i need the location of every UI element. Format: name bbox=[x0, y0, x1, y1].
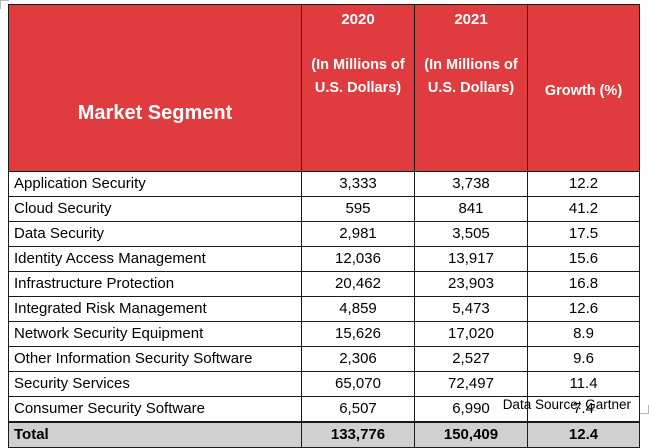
value-2020-cell: 15,626 bbox=[301, 321, 415, 347]
value-2021-cell: 17,020 bbox=[414, 321, 528, 347]
value-2021-cell: 3,505 bbox=[414, 221, 528, 247]
header-market-segment: Market Segment bbox=[8, 4, 302, 172]
segment-cell: Data Security bbox=[8, 221, 302, 247]
segment-cell: Application Security bbox=[8, 171, 302, 197]
header-2020-unit: (In Millions of U.S. Dollars) bbox=[311, 57, 405, 96]
value-2021-cell: 2,527 bbox=[414, 346, 528, 372]
header-2021-year: 2021 bbox=[454, 11, 488, 28]
segment-cell: Security Services bbox=[8, 371, 302, 397]
header-row: Market Segment 2020 (In Millions of U.S.… bbox=[8, 4, 640, 172]
growth-cell: 41.2 bbox=[527, 196, 640, 222]
growth-cell: 15.6 bbox=[527, 246, 640, 272]
growth-cell: 16.8 bbox=[527, 271, 640, 297]
value-2020-cell: 3,333 bbox=[301, 171, 415, 197]
value-2021-cell: 841 bbox=[414, 196, 528, 222]
value-2020-cell: 4,859 bbox=[301, 296, 415, 322]
growth-cell: 8.9 bbox=[527, 321, 640, 347]
header-2021-unit: (In Millions of U.S. Dollars) bbox=[424, 57, 518, 96]
market-segment-table: Market Segment 2020 (In Millions of U.S.… bbox=[8, 4, 640, 448]
value-2020-cell: 2,981 bbox=[301, 221, 415, 247]
growth-cell: 17.5 bbox=[527, 221, 640, 247]
segment-cell: Other Information Security Software bbox=[8, 346, 302, 372]
table-row: Other Information Security Software 2,306… bbox=[8, 346, 640, 372]
value-2021-cell: 3,738 bbox=[414, 171, 528, 197]
growth-cell: 9.6 bbox=[527, 346, 640, 372]
table-row: Identity Access Management 12,036 13,917 15… bbox=[8, 246, 640, 272]
selection-corner-bottom-right bbox=[640, 405, 649, 414]
header-2020-year: 2020 bbox=[341, 11, 375, 28]
value-2020-cell: 65,070 bbox=[301, 371, 415, 397]
value-2020-cell: 6,507 bbox=[301, 396, 415, 423]
table-row: Infrastructure Protection 20,462 23,903 16.… bbox=[8, 271, 640, 297]
header-2020: 2020 (In Millions of U.S. Dollars) bbox=[301, 4, 415, 172]
segment-cell: Integrated Risk Management bbox=[8, 296, 302, 322]
data-source-note: Data Source: Gartner bbox=[502, 397, 631, 412]
segment-cell: Cloud Security bbox=[8, 196, 302, 222]
growth-cell: 11.4 bbox=[527, 371, 640, 397]
growth-cell: 12.6 bbox=[527, 296, 640, 322]
segment-cell: Total bbox=[8, 421, 302, 448]
table-row: Network Security Equipment 15,626 17,020 8.… bbox=[8, 321, 640, 347]
value-2021-cell: 23,903 bbox=[414, 271, 528, 297]
value-2020-cell: 20,462 bbox=[301, 271, 415, 297]
segment-cell: Identity Access Management bbox=[8, 246, 302, 272]
value-2020-cell: 12,036 bbox=[301, 246, 415, 272]
value-2020-cell: 133,776 bbox=[301, 421, 415, 448]
growth-cell: 12.4 bbox=[527, 421, 640, 448]
growth-cell: 12.2 bbox=[527, 171, 640, 197]
value-2021-cell: 13,917 bbox=[414, 246, 528, 272]
table-row: Security Services 65,070 72,497 11.4 bbox=[8, 371, 640, 397]
value-2021-cell: 5,473 bbox=[414, 296, 528, 322]
segment-cell: Infrastructure Protection bbox=[8, 271, 302, 297]
table-row: Cloud Security 595 841 41.2 bbox=[8, 196, 640, 222]
header-2021: 2021 (In Millions of U.S. Dollars) bbox=[414, 4, 528, 172]
value-2021-cell: 72,497 bbox=[414, 371, 528, 397]
value-2020-cell: 2,306 bbox=[301, 346, 415, 372]
table-row: Data Security 2,981 3,505 17.5 bbox=[8, 221, 640, 247]
table-row: Application Security 3,333 3,738 12.2 bbox=[8, 171, 640, 197]
header-growth: Growth (%) bbox=[527, 4, 640, 172]
total-row: Total 133,776 150,409 12.4 bbox=[8, 421, 640, 448]
value-2021-cell: 150,409 bbox=[414, 421, 528, 448]
segment-cell: Consumer Security Software bbox=[8, 396, 302, 423]
table-row: Integrated Risk Management 4,859 5,473 12.6 bbox=[8, 296, 640, 322]
value-2020-cell: 595 bbox=[301, 196, 415, 222]
segment-cell: Network Security Equipment bbox=[8, 321, 302, 347]
selection-corner-top-left bbox=[0, 0, 9, 9]
